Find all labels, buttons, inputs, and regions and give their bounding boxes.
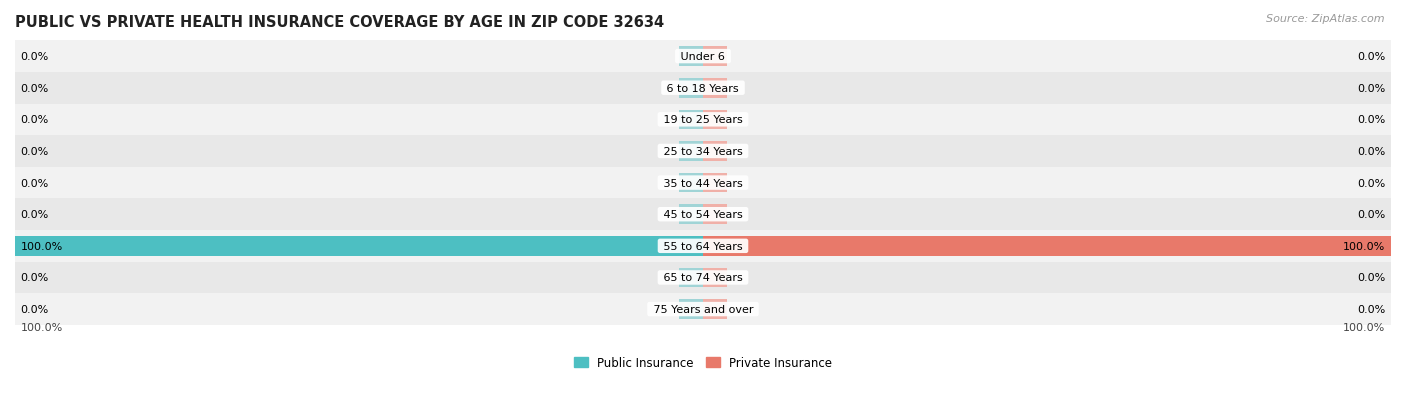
Text: 75 Years and over: 75 Years and over (650, 304, 756, 314)
Text: 65 to 74 Years: 65 to 74 Years (659, 273, 747, 283)
Bar (679, 299, 703, 319)
Bar (15, 237, 703, 256)
Bar (703, 299, 727, 319)
Text: 45 to 54 Years: 45 to 54 Years (659, 210, 747, 220)
Bar (679, 47, 703, 67)
Text: 0.0%: 0.0% (21, 273, 49, 283)
Bar (703, 205, 727, 225)
Bar (15, 41, 1391, 73)
Text: 0.0%: 0.0% (1357, 147, 1385, 157)
Text: 55 to 64 Years: 55 to 64 Years (659, 241, 747, 251)
Bar (703, 142, 727, 161)
Bar (679, 173, 703, 193)
Bar (15, 104, 1391, 136)
Text: 0.0%: 0.0% (1357, 52, 1385, 62)
Legend: Public Insurance, Private Insurance: Public Insurance, Private Insurance (574, 356, 832, 369)
Text: 100.0%: 100.0% (1343, 323, 1385, 332)
Bar (703, 79, 727, 98)
Text: 100.0%: 100.0% (1343, 241, 1385, 251)
Text: 0.0%: 0.0% (21, 304, 49, 314)
Bar (679, 205, 703, 225)
Text: 100.0%: 100.0% (21, 241, 63, 251)
Bar (703, 173, 727, 193)
Text: 0.0%: 0.0% (21, 210, 49, 220)
Text: 0.0%: 0.0% (21, 178, 49, 188)
Text: 0.0%: 0.0% (1357, 273, 1385, 283)
Bar (15, 230, 1391, 262)
Bar (679, 268, 703, 287)
Text: 0.0%: 0.0% (1357, 83, 1385, 93)
Bar (703, 268, 727, 287)
Text: PUBLIC VS PRIVATE HEALTH INSURANCE COVERAGE BY AGE IN ZIP CODE 32634: PUBLIC VS PRIVATE HEALTH INSURANCE COVER… (15, 15, 664, 30)
Bar (15, 167, 1391, 199)
Text: Source: ZipAtlas.com: Source: ZipAtlas.com (1267, 14, 1385, 24)
Bar (15, 262, 1391, 294)
Text: 6 to 18 Years: 6 to 18 Years (664, 83, 742, 93)
Text: 35 to 44 Years: 35 to 44 Years (659, 178, 747, 188)
Bar (15, 294, 1391, 325)
Text: 0.0%: 0.0% (21, 52, 49, 62)
Text: 0.0%: 0.0% (21, 83, 49, 93)
Bar (703, 237, 1391, 256)
Text: 25 to 34 Years: 25 to 34 Years (659, 147, 747, 157)
Text: Under 6: Under 6 (678, 52, 728, 62)
Text: 0.0%: 0.0% (21, 115, 49, 125)
Text: 0.0%: 0.0% (1357, 304, 1385, 314)
Bar (679, 110, 703, 130)
Bar (15, 199, 1391, 230)
Text: 0.0%: 0.0% (1357, 115, 1385, 125)
Bar (679, 142, 703, 161)
Text: 19 to 25 Years: 19 to 25 Years (659, 115, 747, 125)
Bar (703, 47, 727, 67)
Text: 100.0%: 100.0% (21, 323, 63, 332)
Bar (15, 136, 1391, 167)
Bar (15, 73, 1391, 104)
Text: 0.0%: 0.0% (1357, 178, 1385, 188)
Text: 0.0%: 0.0% (1357, 210, 1385, 220)
Bar (679, 79, 703, 98)
Bar (703, 110, 727, 130)
Text: 0.0%: 0.0% (21, 147, 49, 157)
